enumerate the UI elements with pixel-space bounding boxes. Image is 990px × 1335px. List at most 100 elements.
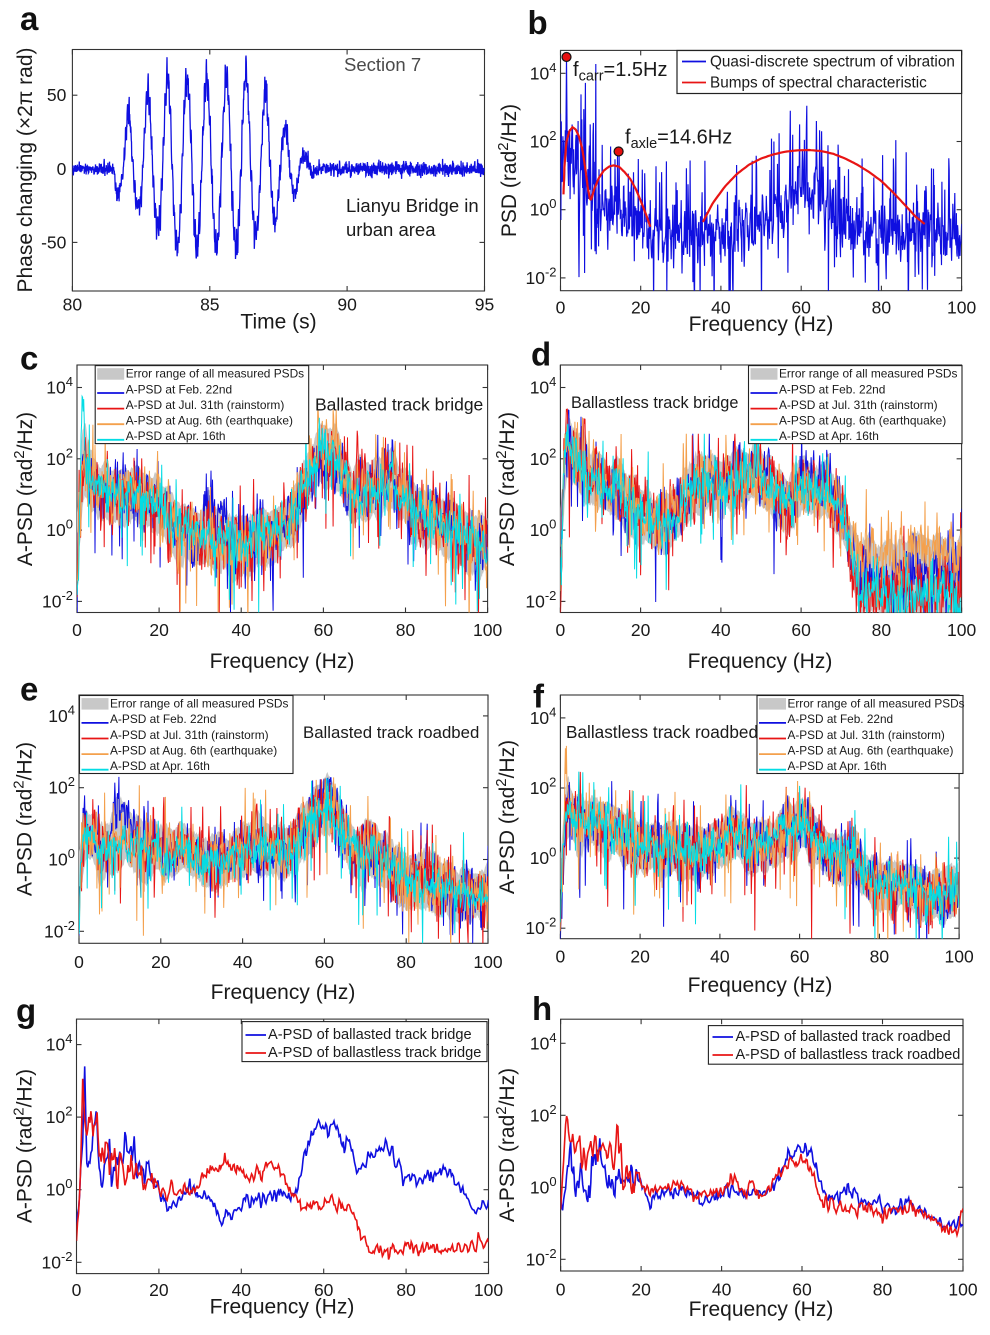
svg-text:100: 100	[948, 1280, 977, 1300]
svg-text:0: 0	[72, 1280, 82, 1300]
svg-text:PSD (rad2/Hz): PSD (rad2/Hz)	[495, 104, 521, 237]
svg-text:20: 20	[149, 620, 169, 640]
svg-text:b: b	[528, 4, 548, 41]
svg-text:0: 0	[556, 1280, 566, 1300]
svg-text:Ballasted track roadbed: Ballasted track roadbed	[303, 723, 479, 742]
svg-text:Frequency (Hz): Frequency (Hz)	[211, 981, 356, 1004]
svg-text:60: 60	[792, 1280, 812, 1300]
svg-text:0: 0	[57, 159, 67, 179]
svg-text:0: 0	[556, 298, 566, 318]
svg-text:Frequency (Hz): Frequency (Hz)	[689, 313, 834, 336]
svg-text:A-PSD at Aug. 6th (earthquake): A-PSD at Aug. 6th (earthquake)	[788, 743, 954, 757]
svg-text:40: 40	[710, 947, 730, 967]
svg-text:80: 80	[63, 295, 83, 315]
svg-text:A-PSD at Apr. 16th: A-PSD at Apr. 16th	[110, 759, 210, 773]
svg-text:Error range of all measured PS: Error range of all measured PSDs	[788, 697, 965, 711]
svg-text:100: 100	[944, 947, 973, 967]
svg-text:40: 40	[712, 1280, 732, 1300]
svg-text:40: 40	[711, 298, 731, 318]
svg-text:fcarr=1.5Hz: fcarr=1.5Hz	[573, 59, 667, 85]
svg-text:Bumps of spectral characterist: Bumps of spectral characteristic	[710, 75, 927, 92]
svg-text:Quasi-discrete spectrum of vib: Quasi-discrete spectrum of vibration	[710, 54, 955, 71]
svg-text:A-PSD at Apr. 16th: A-PSD at Apr. 16th	[126, 429, 226, 443]
svg-text:100: 100	[473, 620, 502, 640]
svg-text:A-PSD at Feb. 22nd: A-PSD at Feb. 22nd	[779, 382, 885, 396]
svg-text:A-PSD (rad2/Hz): A-PSD (rad2/Hz)	[11, 1069, 37, 1223]
svg-text:80: 80	[873, 1280, 893, 1300]
svg-text:Frequency (Hz): Frequency (Hz)	[689, 1298, 834, 1321]
svg-text:urban area: urban area	[346, 219, 436, 240]
svg-text:Section 7: Section 7	[344, 54, 421, 75]
svg-text:Ballasted track bridge: Ballasted track bridge	[315, 395, 483, 415]
svg-text:Ballastless track bridge: Ballastless track bridge	[571, 394, 738, 412]
svg-text:A-PSD (rad2/Hz): A-PSD (rad2/Hz)	[11, 412, 37, 566]
svg-text:Frequency (Hz): Frequency (Hz)	[688, 974, 833, 997]
svg-text:40: 40	[232, 1280, 252, 1300]
svg-text:60: 60	[315, 952, 335, 972]
svg-text:40: 40	[231, 620, 251, 640]
svg-text:20: 20	[630, 947, 650, 967]
svg-text:80: 80	[396, 620, 416, 640]
svg-text:100: 100	[473, 952, 502, 972]
svg-text:Frequency (Hz): Frequency (Hz)	[210, 650, 355, 673]
svg-text:20: 20	[631, 1280, 651, 1300]
svg-text:0: 0	[556, 947, 566, 967]
svg-text:85: 85	[200, 295, 219, 315]
svg-text:Lianyu Bridge in: Lianyu Bridge in	[346, 195, 479, 216]
svg-text:A-PSD at Jul. 31th (rainstorm): A-PSD at Jul. 31th (rainstorm)	[126, 398, 285, 412]
svg-text:Time (s): Time (s)	[240, 311, 316, 334]
svg-text:0: 0	[72, 620, 82, 640]
svg-text:A-PSD at Jul. 31th (rainstorm): A-PSD at Jul. 31th (rainstorm)	[110, 728, 269, 742]
svg-text:Frequency (Hz): Frequency (Hz)	[688, 650, 833, 673]
svg-text:g: g	[16, 992, 36, 1029]
svg-text:A-PSD at Apr. 16th: A-PSD at Apr. 16th	[779, 429, 879, 443]
svg-text:A-PSD at Feb. 22nd: A-PSD at Feb. 22nd	[126, 382, 232, 396]
svg-text:Phase changing (×2π rad): Phase changing (×2π rad)	[14, 47, 37, 292]
svg-text:A-PSD of ballastless track bri: A-PSD of ballastless track bridge	[268, 1045, 481, 1061]
svg-text:60: 60	[791, 298, 811, 318]
svg-text:Error range of all measured PS: Error range of all measured PSDs	[126, 367, 304, 381]
svg-text:f: f	[533, 678, 545, 715]
svg-text:A-PSD (rad2/Hz): A-PSD (rad2/Hz)	[493, 740, 519, 894]
svg-text:40: 40	[711, 620, 731, 640]
svg-text:80: 80	[396, 952, 416, 972]
svg-text:80: 80	[396, 1280, 416, 1300]
svg-text:-50: -50	[41, 232, 67, 252]
svg-text:60: 60	[790, 947, 810, 967]
svg-text:a: a	[20, 0, 39, 37]
svg-text:40: 40	[233, 952, 253, 972]
svg-text:100: 100	[947, 298, 976, 318]
svg-text:80: 80	[872, 298, 892, 318]
svg-text:A-PSD at Apr. 16th: A-PSD at Apr. 16th	[788, 759, 887, 773]
svg-text:80: 80	[872, 620, 892, 640]
svg-text:A-PSD of ballasted track bridg: A-PSD of ballasted track bridge	[268, 1027, 472, 1043]
svg-text:20: 20	[149, 1280, 169, 1300]
svg-text:A-PSD (rad2/Hz): A-PSD (rad2/Hz)	[493, 412, 519, 566]
svg-text:20: 20	[631, 620, 651, 640]
svg-text:A-PSD of ballastless track roa: A-PSD of ballastless track roadbed	[736, 1047, 961, 1063]
svg-text:100: 100	[947, 620, 976, 640]
svg-text:80: 80	[870, 947, 890, 967]
svg-text:0: 0	[74, 952, 84, 972]
svg-text:Error range of all measured PS: Error range of all measured PSDs	[110, 697, 288, 711]
svg-text:50: 50	[47, 85, 67, 105]
svg-text:A-PSD at Feb. 22nd: A-PSD at Feb. 22nd	[110, 712, 216, 726]
svg-text:A-PSD (rad2/Hz): A-PSD (rad2/Hz)	[11, 742, 37, 896]
svg-text:c: c	[20, 340, 38, 377]
svg-text:A-PSD at Aug. 6th (earthquake): A-PSD at Aug. 6th (earthquake)	[126, 414, 293, 428]
svg-text:20: 20	[631, 298, 651, 318]
svg-text:95: 95	[475, 295, 494, 315]
svg-text:A-PSD at Aug. 6th (earthquake): A-PSD at Aug. 6th (earthquake)	[110, 743, 277, 757]
svg-text:A-PSD (rad2/Hz): A-PSD (rad2/Hz)	[493, 1068, 519, 1222]
svg-text:60: 60	[314, 1280, 334, 1300]
svg-text:A-PSD at Aug. 6th (earthquake): A-PSD at Aug. 6th (earthquake)	[779, 414, 946, 428]
svg-text:0: 0	[556, 620, 566, 640]
svg-text:Frequency (Hz): Frequency (Hz)	[210, 1296, 355, 1319]
svg-text:60: 60	[314, 620, 334, 640]
svg-text:d: d	[531, 336, 551, 373]
svg-text:h: h	[532, 990, 552, 1027]
svg-text:e: e	[20, 671, 38, 708]
svg-text:A-PSD of ballasted track roadb: A-PSD of ballasted track roadbed	[736, 1029, 951, 1045]
svg-text:90: 90	[337, 295, 357, 315]
svg-text:Ballastless track roadbed: Ballastless track roadbed	[566, 722, 758, 742]
